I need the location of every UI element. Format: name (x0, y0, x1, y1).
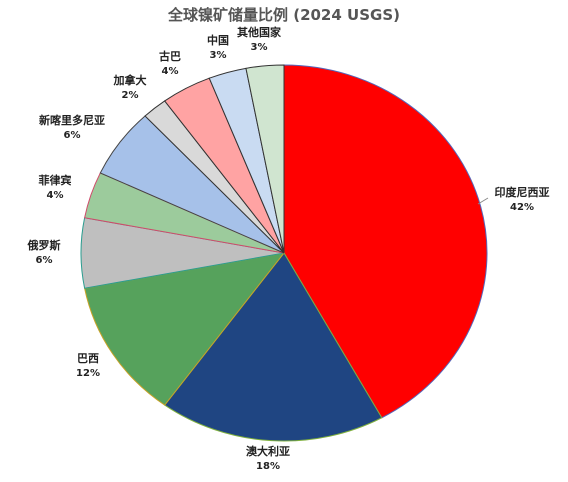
slice-percent-5: 4% (47, 190, 64, 201)
slice-label-5: 菲律宾 (39, 173, 72, 187)
slice-label-8: 古巴 (159, 49, 181, 63)
slice-label-6: 新喀里多尼亚 (39, 113, 105, 127)
slice-label-3: 巴西 (77, 352, 99, 365)
leader-line (477, 197, 489, 205)
pie-slice-1 (283, 64, 488, 419)
slice-percent-2: 18% (256, 461, 280, 472)
slice-percent-9: 3% (210, 50, 227, 61)
slice-percent-1: 42% (510, 202, 534, 213)
pie-slice-2 (163, 252, 383, 442)
pie-slice-3 (84, 252, 286, 406)
slice-percent-3: 12% (76, 368, 100, 379)
slice-percent-4: 6% (36, 255, 53, 266)
slice-label-10: 其他国家 (237, 25, 282, 39)
slice-percent-6: 6% (64, 130, 81, 141)
pie-slice-10 (245, 64, 285, 254)
slice-label-4: 俄罗斯 (27, 238, 61, 252)
chart-title: 全球镍矿储量比例 (2024 USGS) (167, 6, 400, 24)
slice-label-7: 加拿大 (113, 73, 147, 87)
slice-label-2: 澳大利亚 (246, 444, 290, 458)
pie-slices (80, 64, 488, 442)
pie-labels: 印度尼西亚 42% 澳大利亚 18% 巴西 12% 俄罗斯 6% 菲律宾 4% 新喀里多尼亚 6% 加拿… (27, 25, 550, 472)
slice-label-1: 印度尼西亚 (495, 185, 550, 199)
slice-label-9: 中国 (207, 33, 229, 47)
slice-percent-10: 3% (251, 42, 268, 53)
slice-percent-7: 2% (122, 90, 139, 101)
slice-percent-8: 4% (162, 66, 179, 77)
